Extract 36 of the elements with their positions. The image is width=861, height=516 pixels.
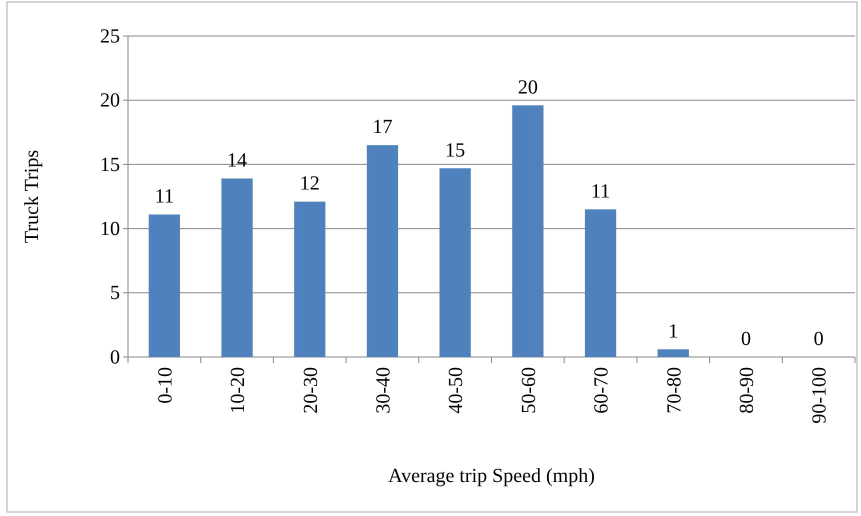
data-label: 15 [445, 139, 466, 162]
data-label: 20 [518, 76, 538, 98]
bar [512, 105, 544, 357]
y-tick-label: 10 [100, 218, 120, 240]
data-label: 11 [154, 185, 174, 208]
bar [221, 178, 253, 357]
x-tick-label: 0-10 [154, 367, 176, 404]
x-tick-label: 80-90 [736, 367, 758, 414]
bar [148, 214, 180, 357]
data-label: 11 [590, 180, 610, 202]
y-tick-label: 15 [100, 154, 120, 176]
x-tick-label: 90-100 [808, 367, 831, 424]
x-axis-title: Average trip Speed (mph) [388, 465, 595, 487]
x-tick-label: 20-30 [300, 367, 322, 414]
x-tick-label: 50-60 [518, 367, 540, 414]
bar [658, 349, 689, 357]
y-axis-title: Truck Trips [21, 150, 43, 244]
data-label: 0 [740, 328, 751, 350]
y-tick-label: 5 [110, 282, 120, 304]
x-tick-label: 40-50 [445, 367, 468, 414]
bar [584, 209, 616, 357]
data-label: 17 [372, 116, 392, 138]
data-label: 1 [668, 320, 678, 342]
bar [440, 168, 471, 357]
y-tick-label: 20 [100, 90, 120, 112]
bar [294, 202, 326, 357]
data-label: 12 [300, 172, 320, 195]
x-tick-label: 10-20 [227, 367, 250, 414]
x-tick-label: 70-80 [663, 367, 686, 414]
y-tick-label: 25 [100, 25, 120, 48]
bar [366, 145, 398, 357]
x-tick-label: 30-40 [372, 367, 394, 414]
data-label: 0 [814, 328, 824, 350]
y-tick-label: 0 [110, 346, 120, 368]
data-label: 14 [227, 150, 248, 172]
x-tick-label: 60-70 [590, 367, 613, 414]
